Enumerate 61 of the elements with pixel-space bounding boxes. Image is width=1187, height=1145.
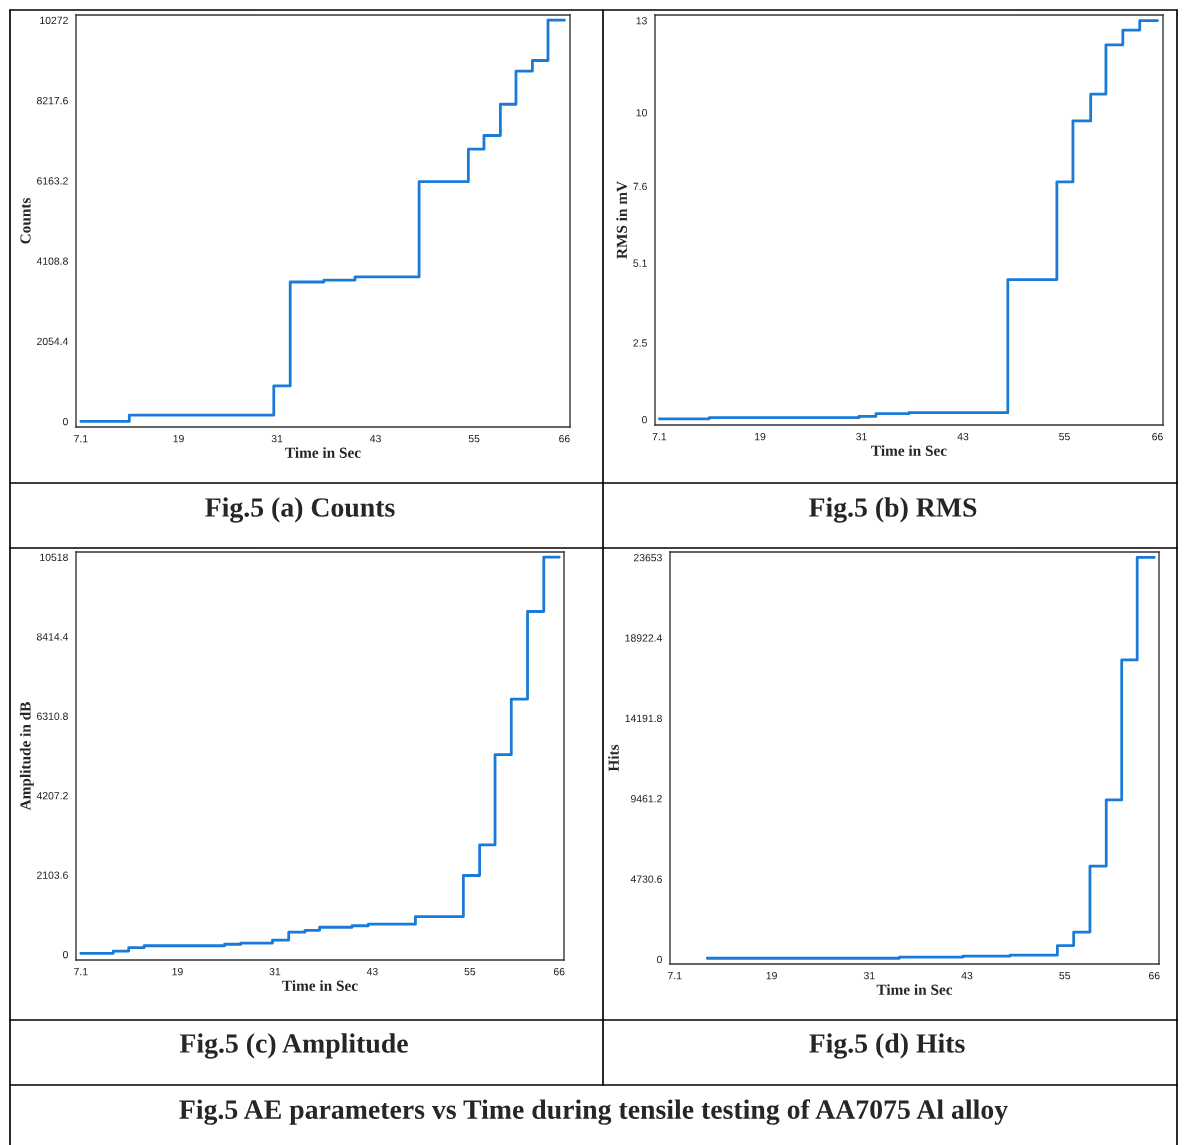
y-tick-label: 0	[641, 415, 647, 424]
x-tick-label: 66	[1149, 971, 1160, 980]
x-tick-label: 7.1	[74, 968, 88, 976]
text: Fig.5 (c) Amplitude	[179, 1033, 408, 1059]
y-axis-title: Counts	[20, 198, 31, 244]
y-tick-label: 4108.8	[36, 257, 68, 265]
y-tick-label: 2.5	[633, 339, 647, 347]
y-tick-label: 8217.6	[36, 96, 68, 105]
x-axis-title: Time in Sec	[285, 447, 361, 458]
y-axis-title: RMS in mV	[616, 181, 628, 259]
y-tick-label: 23653	[633, 553, 662, 562]
y-tick-label: 9461.2	[630, 795, 662, 803]
x-axis-title: Time in Sec	[876, 984, 953, 995]
x-tick-label: 43	[961, 971, 973, 980]
text: Fig.5 (b) RMS	[808, 497, 977, 523]
text: Fig.5 (d) Hits	[809, 1033, 965, 1059]
x-tick-label: 31	[856, 432, 867, 441]
y-tick-label: 10	[636, 109, 647, 117]
x-tick-label: 43	[366, 967, 378, 976]
y-tick-label: 2103.6	[37, 871, 68, 879]
y-tick-label: 10272	[40, 16, 68, 25]
y-tick-label: 0	[656, 955, 662, 964]
y-tick-label: 7.6	[633, 182, 647, 191]
y-tick-label: 6310.8	[37, 712, 68, 720]
x-tick-label: 55	[468, 435, 480, 443]
y-tick-label: 2054.4	[37, 337, 69, 346]
y-tick-label: 8414.4	[36, 633, 69, 641]
x-tick-label: 66	[1152, 432, 1163, 441]
x-tick-label: 55	[1059, 972, 1071, 980]
x-tick-label: 31	[269, 967, 281, 976]
y-tick-label: 13	[636, 17, 647, 25]
x-axis-title: Time in Sec	[871, 445, 947, 456]
x-axis-title: Time in Sec	[282, 980, 358, 991]
x-tick-label: 19	[755, 432, 766, 441]
x-tick-label: 7.1	[74, 435, 88, 443]
x-tick-label: 7.1	[652, 433, 667, 441]
y-tick-label: 4730.6	[630, 875, 662, 883]
y-axis-title: Amplitude in dB	[19, 702, 34, 811]
x-tick-label: 66	[553, 967, 565, 976]
y-tick-label: 5.1	[633, 259, 647, 267]
y-tick-label: 0	[62, 950, 68, 959]
x-tick-label: 7.1	[668, 972, 682, 980]
text: Fig.5 (a) Counts	[205, 497, 395, 523]
x-tick-label: 43	[957, 432, 969, 441]
x-tick-label: 31	[863, 971, 875, 980]
y-tick-label: 18922.4	[625, 634, 663, 642]
x-tick-label: 55	[464, 968, 476, 976]
y-axis-title: Hits	[608, 744, 619, 772]
x-tick-label: 43	[370, 434, 381, 443]
y-tick-label: 6163.2	[37, 177, 68, 185]
x-tick-label: 55	[1059, 433, 1070, 441]
y-tick-label: 0	[62, 417, 68, 426]
caption: Fig.5 AE parameters vs Time during tensile testing of AA7075 Al alloy	[179, 1099, 1008, 1125]
x-tick-label: 31	[271, 434, 283, 443]
y-tick-label: 4207.2	[36, 792, 68, 800]
x-tick-label: 19	[173, 434, 184, 443]
x-tick-label: 66	[559, 434, 570, 443]
y-tick-label: 10518	[40, 553, 68, 562]
x-tick-label: 19	[766, 971, 777, 980]
x-tick-label: 19	[172, 967, 183, 976]
y-tick-label: 14191.8	[625, 714, 662, 723]
